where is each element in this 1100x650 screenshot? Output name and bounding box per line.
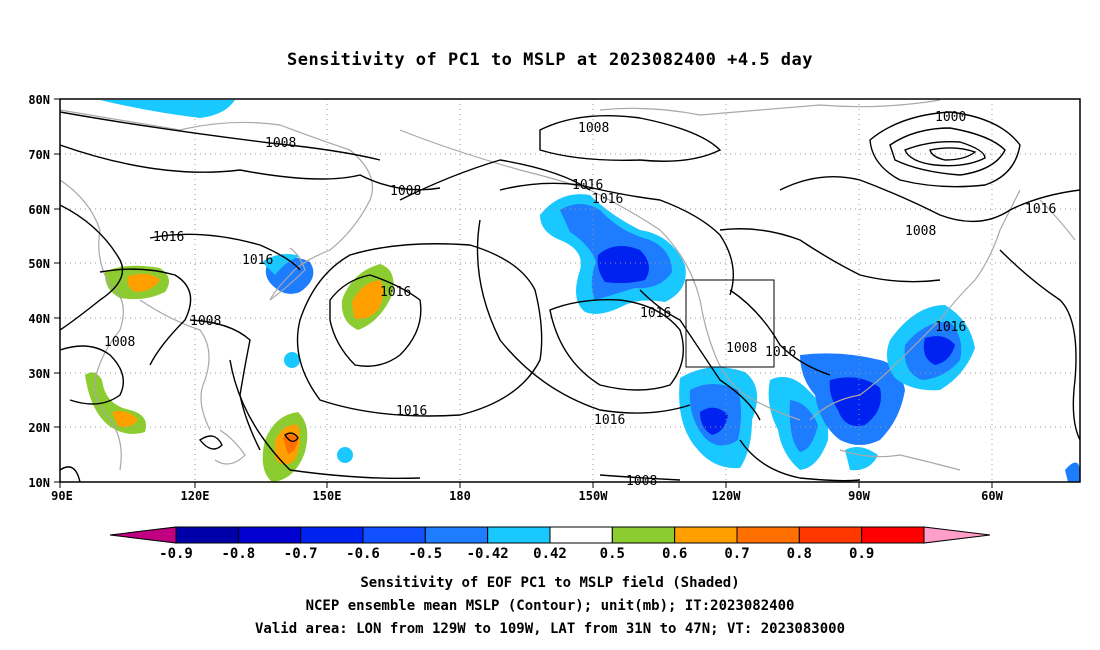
colorbar-label: 0.42: [533, 546, 567, 562]
shade-patch-epac-core: [700, 407, 728, 435]
contour-label: 1016: [765, 345, 796, 360]
caption-line-3: Valid area: LON from 129W to 109W, LAT f…: [254, 621, 845, 637]
colorbar-swatch: [861, 526, 925, 544]
figure-title: Sensitivity of PC1 to MSLP at 2023082400…: [286, 50, 813, 70]
lat-label: 80N: [28, 93, 50, 107]
colorbar-label: -0.8: [221, 546, 255, 562]
shade-patch-gulf-core: [789, 400, 818, 452]
shade-patch-useast-core: [923, 336, 955, 365]
lat-label: 60N: [28, 203, 50, 217]
contour-label: 1000: [935, 110, 966, 125]
contour-label: 1008: [726, 341, 757, 356]
lat-label: 30N: [28, 367, 50, 381]
lat-label: 70N: [28, 148, 50, 162]
caption-line-1: Sensitivity of EOF PC1 to MSLP field (Sh…: [360, 575, 740, 591]
colorbar-label: -0.6: [346, 546, 380, 562]
colorbar-label: 0.7: [724, 546, 749, 562]
contour-label: 1016: [1025, 202, 1056, 217]
colorbar-swatch: [424, 526, 489, 544]
lon-label: 60W: [981, 489, 1003, 503]
colorbar: -0.9 -0.8 -0.7 -0.6 -0.5 -0.42 0.42 0.5 0.6 0.7 0.…: [109, 526, 991, 562]
contour-label: 1016: [640, 306, 671, 321]
shade-patch-carib-core: [829, 377, 881, 426]
lon-label: 90W: [848, 489, 870, 503]
lat-label: 40N: [28, 312, 50, 326]
contour-label: 1008: [190, 314, 221, 329]
contour-label: 1008: [905, 224, 936, 239]
colorbar-arrow-right: [923, 526, 991, 544]
shade-patch-scs: [85, 372, 146, 434]
lon-label: 120W: [712, 489, 742, 503]
lon-label: 180: [449, 489, 471, 503]
colorbar-label: 0.5: [600, 546, 625, 562]
colorbar-swatch: [674, 526, 738, 544]
lon-labels: 90E 120E 150E 180 150W 120W 90W 60W: [51, 489, 1003, 503]
shade-patch-typhoon-core: [283, 434, 298, 454]
graticule: [60, 99, 1080, 482]
lat-label: 10N: [28, 476, 50, 490]
mslp-contours: [60, 111, 1080, 482]
shade-patch-asia1-core: [127, 273, 160, 292]
colorbar-label: 0.6: [662, 546, 687, 562]
contour-label: 1016: [380, 285, 411, 300]
colorbar-swatch: [300, 526, 364, 544]
lon-label: 150E: [313, 489, 342, 503]
lon-label: 150W: [579, 489, 609, 503]
colorbar-label: 0.9: [849, 546, 874, 562]
contour-label-extra: 1016: [594, 413, 625, 428]
shade-dot-2: [337, 447, 353, 463]
contour-label: 1016: [396, 404, 427, 419]
lat-label: 20N: [28, 421, 50, 435]
caption-line-2: NCEP ensemble mean MSLP (Contour); unit(…: [305, 598, 795, 614]
colorbar-swatch: [798, 526, 863, 544]
colorbar-label: 0.8: [787, 546, 812, 562]
shade-patch-scs-core: [112, 411, 138, 428]
colorbar-label: -0.5: [408, 546, 442, 562]
lat-label: 50N: [28, 257, 50, 271]
contour-label: 1008: [578, 121, 609, 136]
colorbar-label: -0.9: [159, 546, 193, 562]
contour-label: 1016: [592, 192, 623, 207]
shade-patch-atl: [1065, 462, 1080, 482]
shade-patch-japan-edge: [262, 254, 300, 275]
shade-patch-caribbean-bits: [845, 446, 878, 471]
shade-patch-nw: [100, 100, 235, 118]
colorbar-label: -0.7: [284, 546, 318, 562]
contour-label: 1016: [242, 253, 273, 268]
contour-label: 1008: [390, 184, 421, 199]
colorbar-swatch: [175, 526, 239, 544]
colorbar-label: -0.42: [467, 546, 509, 562]
map-frame: [59, 98, 1081, 483]
axis-ticks: [54, 98, 993, 488]
colorbar-arrow-left: [109, 526, 177, 544]
colorbar-swatch: [611, 526, 676, 544]
contour-label: 1016: [935, 320, 966, 335]
shade-patch-nepac-core: [597, 246, 649, 284]
shade-patch-nwpac-core: [352, 280, 384, 319]
colorbar-swatch: [736, 526, 800, 544]
valid-area-box: [685, 279, 775, 368]
shade-dot-1: [284, 352, 300, 368]
lon-label: 120E: [181, 489, 210, 503]
contour-label: 1016: [572, 178, 603, 193]
colorbar-swatch: [549, 526, 613, 544]
sensitivity-shading: [85, 100, 1080, 482]
lat-labels: 80N 70N 60N 50N 40N 30N 20N 10N: [28, 93, 50, 490]
contour-label: 1016: [153, 230, 184, 245]
colorbar-swatch: [237, 526, 302, 544]
colorbar-swatch: [362, 526, 426, 544]
lon-label: 90E: [51, 489, 73, 503]
colorbar-swatch: [487, 526, 551, 544]
coastlines: [60, 99, 1076, 471]
contour-label: 1008: [104, 335, 135, 350]
contour-label: 1008: [265, 136, 296, 151]
